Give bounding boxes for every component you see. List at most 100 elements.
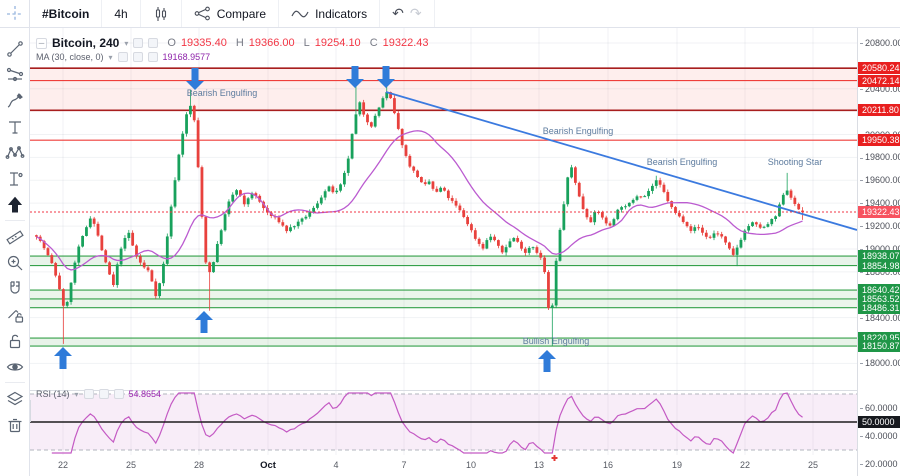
price-tick-label: 18800.00	[860, 267, 900, 277]
redo-icon[interactable]: ↷	[409, 5, 422, 21]
time-tick-label: 19	[671, 460, 683, 470]
indicators-button[interactable]: Indicators	[279, 0, 381, 27]
object-tree-tool[interactable]	[4, 388, 26, 410]
rsi-value: 54.8654	[128, 389, 162, 399]
drawing-toolbar	[0, 28, 30, 476]
top-toolbar: #Bitcoin 4h Compare	[0, 0, 900, 28]
drawing-lock-tool[interactable]	[4, 304, 26, 326]
price-axis[interactable]: 20800.0020400.0020000.0019800.0019600.00…	[857, 28, 900, 476]
rsi-tick-label: 50.0000	[858, 416, 900, 428]
resistance-price-label: 20472.14	[858, 74, 900, 87]
indicators-icon	[291, 8, 309, 20]
support-price-label: 18854.98	[858, 259, 900, 272]
down-arrow-marker[interactable]	[186, 68, 204, 90]
undo-icon[interactable]: ↶	[392, 5, 404, 21]
brush-tool[interactable]	[4, 90, 26, 112]
up-arrow-marker[interactable]	[195, 311, 213, 333]
chevron-down-icon[interactable]: ▾	[74, 389, 79, 399]
zoom-in-tool[interactable]	[4, 252, 26, 274]
price-tick-label: 18000.00	[860, 358, 900, 368]
low-label: L	[303, 37, 310, 49]
interval-label: 4h	[114, 6, 128, 21]
time-tick-label: 16	[602, 460, 614, 470]
arrow-marker-tool[interactable]	[4, 194, 26, 216]
up-arrow-marker[interactable]	[538, 350, 556, 372]
time-tick-label: 4	[333, 460, 339, 470]
event-marker[interactable]	[551, 455, 559, 462]
legend-eye-icon[interactable]	[133, 38, 144, 48]
time-tick-label: 13	[533, 460, 545, 470]
down-arrow-marker[interactable]	[346, 66, 364, 88]
time-tick-label: 25	[125, 460, 137, 470]
undo-redo-group: ↶ ↷	[380, 0, 435, 27]
price-tick-label: 20800.00	[860, 38, 900, 48]
down-arrow-marker[interactable]	[377, 66, 395, 88]
close-value: 19322.43	[382, 37, 429, 49]
time-tick-label: Oct	[260, 460, 276, 471]
trend-line-tool[interactable]	[4, 38, 26, 60]
rsi-close-icon[interactable]	[113, 389, 124, 399]
symbol-button[interactable]: #Bitcoin	[30, 0, 103, 27]
time-tick-label: 7	[401, 460, 407, 470]
ma-legend[interactable]: MA (30, close, 0) ▾ 19168.9577	[36, 52, 210, 62]
compare-button[interactable]: Compare	[182, 0, 280, 27]
ruler-tool[interactable]	[4, 226, 26, 248]
support-price-label: 18486.31	[858, 301, 900, 314]
interval-button[interactable]: 4h	[102, 0, 141, 27]
series-legend[interactable]: – Bitcoin, 240 ▾ O 19335.40 H 19366.00 L…	[36, 36, 429, 50]
time-tick-label: 22	[739, 460, 751, 470]
compare-icon	[194, 6, 211, 21]
legend-settings-icon[interactable]	[148, 38, 159, 48]
resistance-price-label: 19950.38	[858, 134, 900, 147]
price-tick-label: 19000.00	[860, 244, 900, 254]
open-value: 19335.40	[180, 37, 227, 49]
up-arrow-marker[interactable]	[54, 347, 72, 369]
support-price-label: 18938.07	[858, 250, 900, 263]
resistance-price-label: 20211.80	[858, 104, 900, 117]
chevron-down-icon[interactable]: ▾	[108, 52, 113, 62]
lock-all-tool[interactable]	[4, 330, 26, 352]
rsi-legend[interactable]: RSI (14) ▾ 54.8654	[36, 389, 161, 399]
ma-eye-icon[interactable]	[117, 52, 128, 62]
price-tick-label: 19600.00	[860, 175, 900, 185]
hide-all-tool[interactable]	[4, 356, 26, 378]
close-label: C	[369, 37, 378, 49]
ma-close-icon[interactable]	[147, 52, 158, 62]
candlestick-icon	[153, 6, 169, 22]
time-tick-label: 25	[807, 460, 819, 470]
rsi-eye-icon[interactable]	[83, 389, 94, 399]
price-tick-label: 20400.00	[860, 84, 900, 94]
crosshair-cursor-button[interactable]	[0, 0, 30, 27]
crosshair-icon	[6, 5, 23, 22]
rsi-settings-icon[interactable]	[98, 389, 109, 399]
toolbar-divider	[5, 220, 25, 221]
pane-divider[interactable]	[30, 390, 857, 391]
time-tick-label: 10	[465, 460, 477, 470]
price-tick-label: 19200.00	[860, 221, 900, 231]
ma-value: 19168.9577	[162, 52, 211, 62]
last-price-label: 19322.43	[858, 206, 900, 219]
chevron-down-icon[interactable]: ▾	[124, 38, 129, 48]
fib-retracement-tool[interactable]	[4, 64, 26, 86]
time-tick-label: 28	[193, 460, 205, 470]
magnet-tool[interactable]	[4, 278, 26, 300]
projection-tool[interactable]	[4, 168, 26, 190]
price-tick-label: 19400.00	[860, 198, 900, 208]
low-value: 19254.10	[314, 37, 361, 49]
legend-collapse-icon[interactable]: –	[36, 37, 47, 49]
rsi-tick-label: 60.0000	[860, 403, 898, 413]
text-tool[interactable]	[4, 116, 26, 138]
chart-style-button[interactable]	[141, 0, 182, 27]
ma-settings-icon[interactable]	[132, 52, 143, 62]
xabcd-pattern-tool[interactable]	[4, 142, 26, 164]
high-value: 19366.00	[248, 37, 295, 49]
rsi-tick-label: 40.0000	[860, 431, 898, 441]
time-axis[interactable]: 22 25 28 Oct 4 7 10 13 16 19 22 25	[0, 455, 857, 476]
remove-all-tool[interactable]	[4, 414, 26, 436]
time-tick-label: 22	[57, 460, 69, 470]
rsi-title: RSI (14)	[36, 389, 70, 399]
series-title: Bitcoin, 240	[52, 36, 120, 50]
toolbar-divider	[5, 382, 25, 383]
